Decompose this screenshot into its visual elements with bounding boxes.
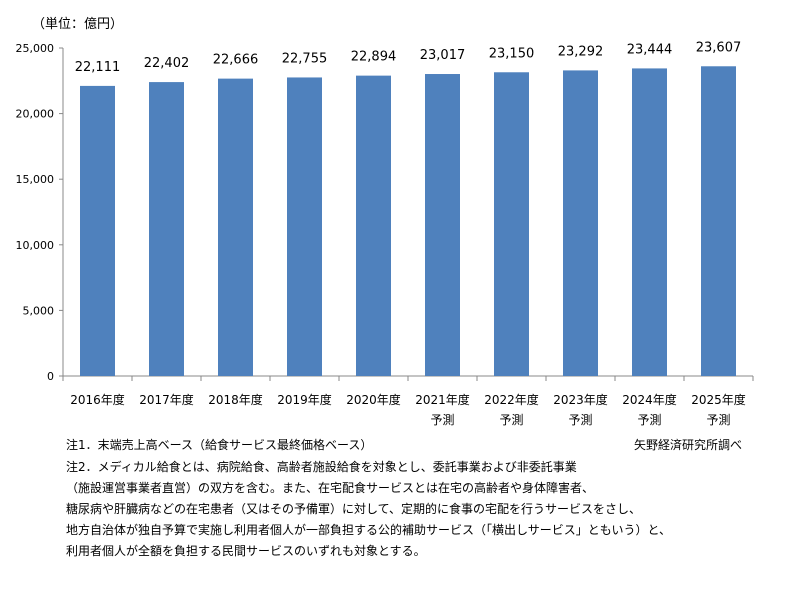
- note-2-line: 利用者個人が全額を負担する民間サービスのいずれも対象とする。: [66, 544, 426, 558]
- x-tick-label: 予測: [706, 413, 730, 427]
- x-tick-label: 2021年度: [415, 392, 470, 407]
- x-tick-label: 2025年度: [691, 392, 746, 407]
- y-tick-label: 0: [47, 370, 54, 383]
- x-tick-label: 2016年度: [70, 392, 125, 407]
- x-tick-label: 2024年度: [622, 392, 677, 407]
- bar: [563, 70, 598, 376]
- note-2-line: （施設運営事業者直営）の双方を含む。また、在宅配食サービスとは在宅の高齢者や身体…: [66, 481, 595, 495]
- bar: [632, 68, 667, 376]
- data-label: 22,402: [144, 56, 190, 71]
- data-label: 23,444: [627, 42, 673, 57]
- note-2-line: 糖尿病や肝臓病などの在宅患者（又はその予備軍）に対して、定期的に食事の宅配を行う…: [66, 502, 642, 516]
- x-tick-label: 予測: [637, 413, 661, 427]
- x-tick-label: 予測: [430, 413, 454, 427]
- bar: [356, 75, 391, 376]
- y-tick-label: 10,000: [16, 239, 55, 252]
- note-2-line: 注2．メディカル給食とは、病院給食、高齢者施設給食を対象とし、委託事業および非委…: [66, 460, 577, 474]
- data-label: 22,666: [213, 53, 259, 68]
- source-label: 矢野経済研究所調べ: [634, 438, 743, 452]
- bar: [425, 74, 460, 376]
- note-1: 注1．末端売上高ベース（給食サービス最終価格ベース）: [66, 438, 373, 452]
- unit-label: （単位：億円）: [32, 16, 123, 32]
- x-tick-label: 2018年度: [208, 392, 263, 407]
- data-label: 22,755: [282, 51, 328, 66]
- bar: [80, 85, 115, 376]
- y-tick-label: 15,000: [16, 173, 55, 186]
- bar: [494, 72, 529, 376]
- x-tick-label: 2023年度: [553, 392, 608, 407]
- x-tick-label: 2019年度: [277, 392, 332, 407]
- data-label: 22,111: [75, 60, 121, 75]
- x-tick-label: 予測: [499, 413, 523, 427]
- data-label: 22,894: [351, 50, 397, 65]
- x-tick-label: 予測: [568, 413, 592, 427]
- bar: [287, 77, 322, 376]
- data-label: 23,150: [489, 46, 535, 61]
- x-tick-label: 2020年度: [346, 392, 401, 407]
- x-tick-label: 2022年度: [484, 392, 539, 407]
- bar: [218, 78, 253, 377]
- note-2-line: 地方自治体が独自予算で実施し利用者個人が一部負担する公的補助サービス（「横出しサ…: [66, 523, 672, 537]
- y-tick-label: 25,000: [16, 42, 55, 55]
- data-label: 23,292: [558, 44, 604, 59]
- y-tick-label: 5,000: [23, 304, 55, 317]
- x-tick-label: 2017年度: [139, 392, 194, 407]
- data-label: 23,017: [420, 48, 466, 63]
- y-tick-label: 20,000: [16, 108, 55, 121]
- bar: [149, 82, 184, 377]
- data-label: 23,607: [696, 40, 742, 55]
- bar: [701, 66, 736, 377]
